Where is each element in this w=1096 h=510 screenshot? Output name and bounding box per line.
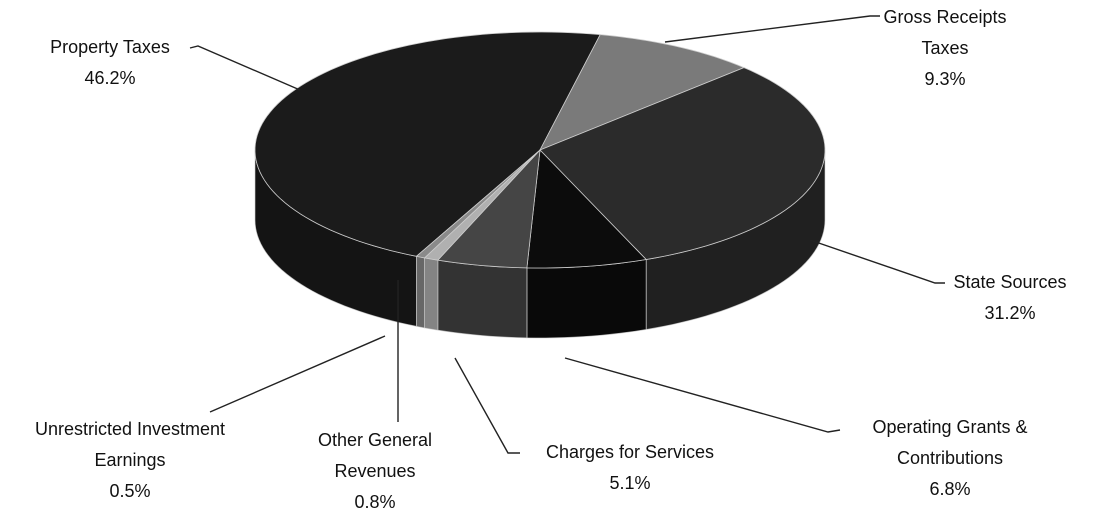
category-label: Other General Revenues: [317, 430, 433, 481]
category-label: Operating Grants & Contributions: [872, 417, 1028, 468]
leader-line: [454, 357, 520, 454]
pie-label: Operating Grants & Contributions 6.8%: [840, 412, 1060, 505]
pie-label: Property Taxes 46.2%: [10, 32, 210, 94]
pie-label: Other General Revenues 0.8%: [285, 425, 465, 510]
leader-line: [209, 335, 386, 413]
value-label: 0.8%: [354, 492, 396, 510]
pie-slice: [539, 34, 746, 151]
pie-label: Charges for Services 5.1%: [515, 437, 745, 499]
leader-line: [189, 45, 301, 91]
value-label: 0.5%: [109, 481, 151, 501]
category-label: Charges for Services: [545, 442, 715, 462]
side-shade: [437, 260, 527, 338]
pie-slice: [254, 31, 601, 257]
pie-sides: [254, 149, 826, 339]
side-shade: [416, 256, 425, 328]
side-shade: [646, 150, 825, 330]
category-label: Property Taxes: [50, 37, 170, 57]
value-label: 5.1%: [609, 473, 651, 493]
value-label: 9.3%: [924, 69, 966, 89]
pie-slice: [526, 149, 647, 269]
leader-line: [564, 357, 841, 433]
pie-tops: [254, 31, 826, 269]
category-label: Gross Receipts Taxes: [883, 7, 1007, 58]
pie-slice: [436, 148, 541, 269]
side-shade: [424, 257, 438, 331]
pie-label: State Sources 31.2%: [910, 267, 1096, 329]
pie-label: Gross Receipts Taxes 9.3%: [860, 2, 1030, 95]
leader-lines: [189, 15, 945, 454]
value-label: 6.8%: [929, 479, 971, 499]
pie-slice: [415, 149, 541, 259]
category-label: Unrestricted Investment Earnings: [34, 419, 226, 470]
pie-slice: [539, 67, 826, 260]
value-label: 46.2%: [84, 68, 136, 88]
pie-label: Unrestricted Investment Earnings 0.5%: [0, 414, 260, 507]
leader-line: [664, 15, 880, 43]
side-shade: [526, 259, 647, 338]
value-label: 31.2%: [984, 303, 1036, 323]
side-shade: [255, 150, 417, 327]
leader-line: [809, 239, 945, 284]
category-label: State Sources: [953, 272, 1067, 292]
